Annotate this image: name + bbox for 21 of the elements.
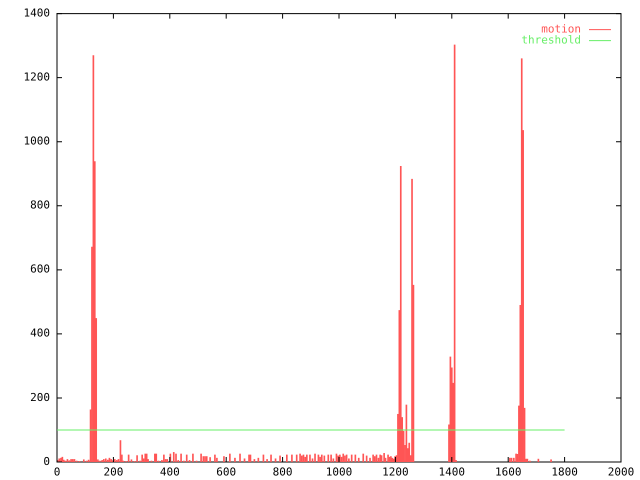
x-tick-label: 800	[272, 465, 293, 478]
x-tick-label: 200	[103, 465, 124, 478]
x-tick-label: 1600	[494, 465, 522, 478]
y-tick-label: 1000	[24, 134, 50, 148]
y-tick-label: 1400	[24, 6, 50, 20]
y-tick-label: 200	[30, 390, 50, 404]
x-tick-label: 1800	[551, 465, 578, 478]
y-tick-label: 0	[43, 454, 50, 468]
legend-label: motion	[541, 22, 581, 36]
legend-label: threshold	[521, 33, 581, 46]
y-tick-label: 1200	[24, 70, 50, 84]
x-tick-label: 1400	[438, 465, 466, 478]
x-tick-label: 2000	[608, 465, 634, 478]
x-tick-label: 400	[160, 465, 180, 478]
x-tick-label: 1000	[326, 465, 352, 478]
x-tick-label: 1200	[382, 465, 409, 478]
x-tick-label: 600	[216, 465, 236, 478]
y-tick-label: 800	[30, 198, 50, 212]
y-tick-label: 600	[30, 262, 50, 276]
x-tick-label: 0	[54, 465, 60, 478]
y-tick-label: 400	[30, 326, 50, 340]
